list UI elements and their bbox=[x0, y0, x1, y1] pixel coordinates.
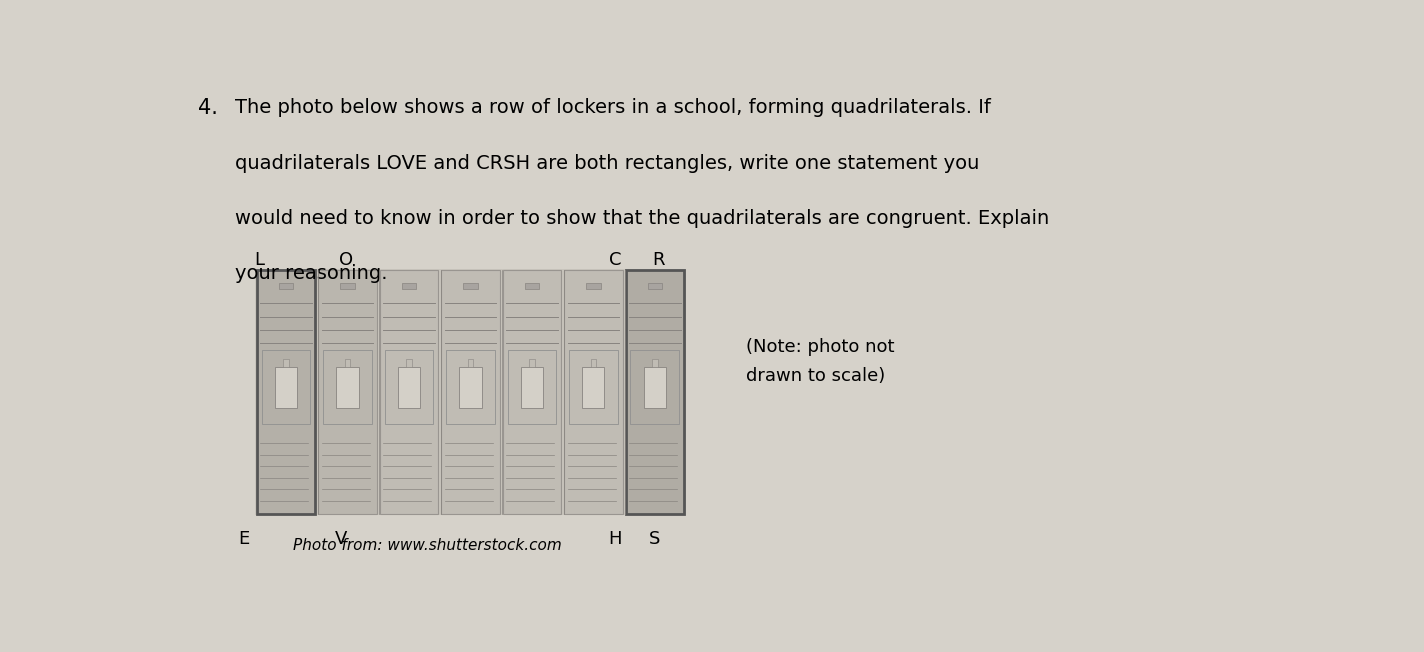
Bar bbox=[463, 283, 477, 289]
Bar bbox=[275, 367, 298, 408]
Text: V: V bbox=[335, 530, 347, 548]
Text: (Note: photo not
drawn to scale): (Note: photo not drawn to scale) bbox=[746, 338, 894, 385]
Text: would need to know in order to show that the quadrilaterals are congruent. Expla: would need to know in order to show that… bbox=[235, 209, 1049, 228]
Text: E: E bbox=[239, 530, 249, 548]
Text: quadrilaterals LOVE and CRSH are both rectangles, write one statement you: quadrilaterals LOVE and CRSH are both re… bbox=[235, 154, 980, 173]
Bar bbox=[582, 367, 604, 408]
Text: S: S bbox=[649, 530, 661, 548]
Bar bbox=[570, 351, 618, 424]
Bar bbox=[323, 351, 372, 424]
Text: H: H bbox=[608, 530, 622, 548]
Bar bbox=[345, 359, 350, 366]
Bar bbox=[384, 351, 433, 424]
Bar bbox=[406, 359, 412, 366]
Bar bbox=[340, 283, 355, 289]
Text: your reasoning.: your reasoning. bbox=[235, 264, 387, 283]
Bar bbox=[262, 351, 310, 424]
Text: O: O bbox=[339, 251, 353, 269]
Bar bbox=[336, 367, 359, 408]
Text: The photo below shows a row of lockers in a school, forming quadrilaterals. If: The photo below shows a row of lockers i… bbox=[235, 98, 991, 117]
Bar bbox=[397, 367, 420, 408]
Text: C: C bbox=[609, 251, 621, 269]
Bar bbox=[631, 351, 679, 424]
Bar bbox=[652, 359, 658, 366]
Bar bbox=[625, 270, 684, 514]
Bar bbox=[441, 270, 500, 514]
Bar bbox=[521, 367, 543, 408]
Bar bbox=[380, 270, 439, 514]
Bar bbox=[530, 359, 535, 366]
Bar bbox=[503, 270, 561, 514]
Bar bbox=[256, 270, 315, 514]
Bar bbox=[648, 283, 662, 289]
Bar bbox=[564, 270, 622, 514]
Bar bbox=[283, 359, 289, 366]
Bar bbox=[507, 351, 557, 424]
Text: R: R bbox=[652, 251, 665, 269]
Text: L: L bbox=[255, 251, 265, 269]
Bar bbox=[587, 283, 601, 289]
Bar bbox=[524, 283, 540, 289]
Text: Photo from: www.shutterstock.com: Photo from: www.shutterstock.com bbox=[293, 538, 562, 553]
Bar bbox=[319, 270, 376, 514]
Bar bbox=[279, 283, 293, 289]
Bar bbox=[467, 359, 473, 366]
Bar bbox=[460, 367, 481, 408]
Text: 4.: 4. bbox=[198, 98, 218, 118]
Bar bbox=[591, 359, 597, 366]
Bar bbox=[255, 269, 686, 515]
Bar bbox=[446, 351, 496, 424]
Bar bbox=[644, 367, 666, 408]
Bar bbox=[402, 283, 416, 289]
